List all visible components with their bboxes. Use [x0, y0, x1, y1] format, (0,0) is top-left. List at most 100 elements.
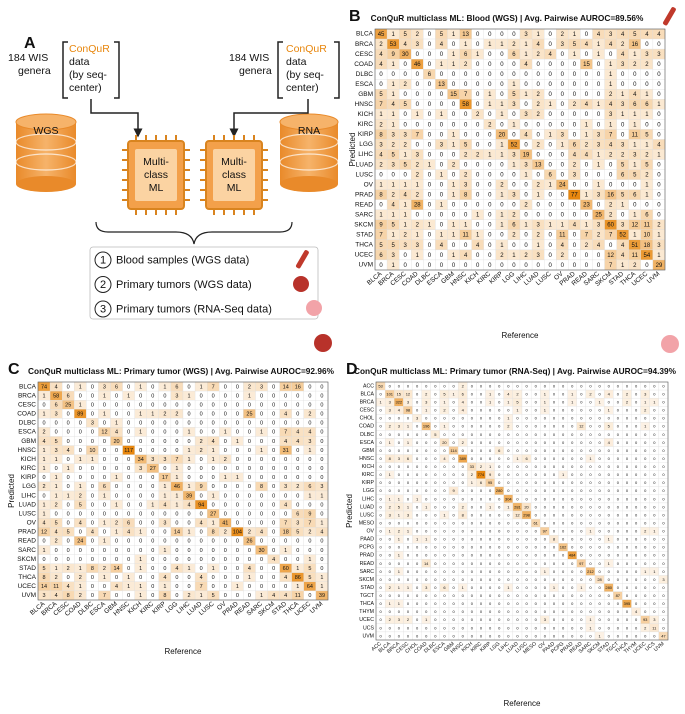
cell-label: 4 — [633, 92, 637, 98]
cell-label: 1 — [391, 263, 395, 269]
cell-label: 0 — [407, 416, 410, 421]
cell-label: 2 — [464, 172, 468, 178]
cell-label: 0 — [645, 72, 649, 78]
cell-label: 2 — [103, 566, 106, 572]
cell-label: 1 — [236, 439, 239, 445]
cell-label: 1 — [633, 112, 637, 118]
cell-label: 0 — [425, 383, 428, 388]
cell-label: 1 — [188, 566, 191, 572]
cell-label: 0 — [320, 448, 323, 454]
cell-label: 0 — [657, 72, 661, 78]
cell-label: 3 — [561, 42, 565, 48]
cell-label: 0 — [553, 391, 556, 396]
cell-label: 0 — [488, 233, 492, 239]
cell-label: 0 — [488, 172, 492, 178]
cell-label: 212 — [587, 569, 594, 574]
row-label: SKCM — [359, 577, 374, 583]
cell-label: 0 — [536, 62, 540, 68]
cell-label: 0 — [308, 502, 311, 508]
cell-label: 3 — [536, 253, 540, 259]
cell-label: 19 — [523, 152, 530, 158]
item-circle — [94, 300, 112, 318]
cell-label: 0 — [272, 484, 275, 490]
cell-label: 5 — [633, 32, 637, 38]
cell-label: 0 — [272, 566, 275, 572]
cell-label: 27 — [210, 511, 216, 517]
cell-label: 4 — [536, 42, 540, 48]
cell-label: 0 — [553, 416, 556, 421]
cell-label: 1 — [536, 243, 540, 249]
row-label: GBM — [358, 91, 373, 98]
cell-label: 1 — [379, 183, 383, 189]
cell-label: 0 — [476, 92, 480, 98]
cell-label: 5 — [43, 566, 46, 572]
cell-label: 0 — [236, 511, 239, 517]
cell-label: 0 — [464, 72, 468, 78]
arrow — [229, 99, 309, 138]
cell-label: 3 — [163, 521, 166, 527]
cell-label: 1 — [212, 493, 215, 499]
cell-label: 0 — [260, 475, 263, 481]
cell-label: 0 — [428, 233, 432, 239]
row-label: OV — [367, 529, 375, 535]
cell-label: 0 — [598, 391, 601, 396]
cell-label: 5 — [79, 502, 82, 508]
cell-label: 1 — [500, 102, 504, 108]
cell-label: 2 — [416, 223, 420, 229]
cell-label: 0 — [635, 383, 638, 388]
cell-label: 1 — [633, 213, 637, 219]
cell-label: 2 — [224, 530, 227, 536]
cell-label: 0 — [416, 72, 420, 78]
cell-label: 0 — [200, 393, 203, 399]
cell-label: 0 — [212, 393, 215, 399]
cell-label: 8 — [379, 132, 383, 138]
cell-label: 0 — [127, 548, 130, 554]
cell-label: 2 — [626, 391, 629, 396]
cell-label: 0 — [212, 475, 215, 481]
cell-label: 5 — [67, 530, 70, 536]
cell-label: 0 — [398, 416, 401, 421]
arrow — [90, 99, 143, 138]
cell-label: 0 — [440, 162, 444, 168]
cell-label: 4 — [609, 142, 613, 148]
cell-label: 0 — [236, 521, 239, 527]
cell-label: 0 — [91, 384, 94, 390]
cell-label: 2 — [404, 233, 408, 239]
cell-label: 0 — [188, 539, 191, 545]
cell-label: 0 — [452, 42, 456, 48]
cell-label: 1 — [391, 82, 395, 88]
cell-label: 0 — [440, 72, 444, 78]
cell-label: 0 — [498, 383, 501, 388]
cell-label: 1 — [633, 52, 637, 58]
cell-label: 0 — [452, 263, 456, 269]
cell-label: 0 — [500, 62, 504, 68]
cell-label: 1 — [67, 466, 70, 472]
cell-label: 0 — [549, 263, 553, 269]
cell-label: 5 — [391, 152, 395, 158]
cell-label: 0 — [524, 142, 528, 148]
cell-label: 0 — [562, 416, 565, 421]
cell-label: 3 — [407, 400, 410, 405]
cell-label: 28 — [597, 577, 602, 582]
cell-label: 0 — [248, 475, 251, 481]
row-label: UCEC — [355, 252, 374, 259]
cell-label: 3 — [391, 132, 395, 138]
cell-label: 64 — [307, 584, 313, 590]
cell-label: 2 — [248, 384, 251, 390]
cell-label: 0 — [561, 152, 565, 158]
cell-label: 1 — [645, 142, 649, 148]
cell-label: 0 — [657, 193, 661, 199]
cell-label: 1 — [404, 213, 408, 219]
cell-label: 0 — [549, 253, 553, 259]
cell-label: 2 — [645, 62, 649, 68]
y-axis-title: Predicted — [348, 133, 357, 167]
cell-label: 0 — [488, 213, 492, 219]
cell-label: 0 — [91, 439, 94, 445]
cell-label: 0 — [67, 439, 70, 445]
cell-label: 104 — [233, 530, 242, 536]
cell-label: 0 — [115, 457, 118, 463]
cell-label: 0 — [43, 493, 46, 499]
cell-label: 0 — [488, 183, 492, 189]
cell-label: 0 — [188, 475, 191, 481]
cell-label: 1 — [320, 493, 323, 499]
